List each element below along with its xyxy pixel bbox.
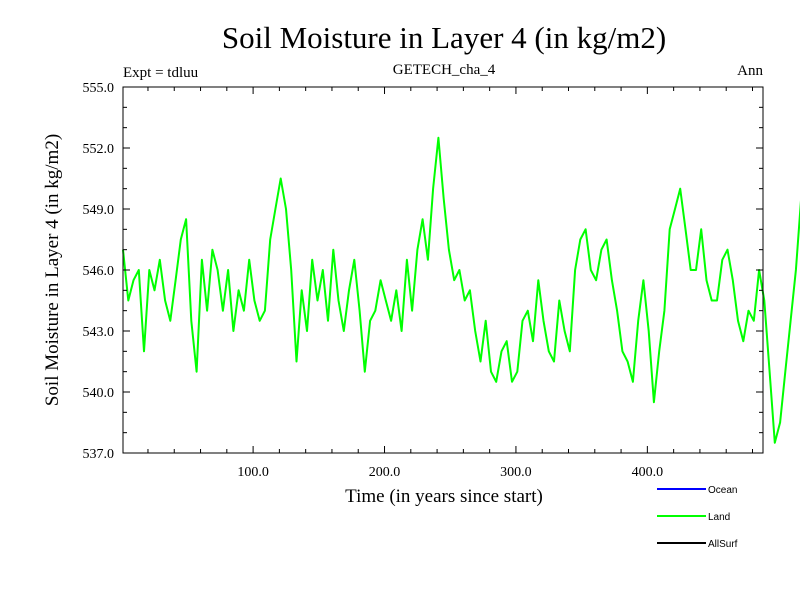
- series-layer: [122, 136, 800, 444]
- legend-label-land: Land: [708, 512, 730, 523]
- x-tick-label: 400.0: [632, 465, 664, 480]
- season-note: Ann: [737, 63, 763, 79]
- chart-title: Soil Moisture in Layer 4 (in kg/m2): [222, 20, 666, 55]
- y-tick-label: 552.0: [83, 142, 115, 157]
- plot-area: 100.0 200.0 300.0 400.0 537.0 540.0 543.0 546.0…: [83, 81, 800, 480]
- y-tick-label: 555.0: [83, 81, 115, 96]
- experiment-note: Expt = tdluu: [123, 65, 199, 81]
- x-tick-label: 300.0: [500, 465, 532, 480]
- y-axis-label: Soil Moisture in Layer 4 (in kg/m2): [42, 134, 63, 406]
- legend: Ocean Land AllSurf: [657, 485, 738, 550]
- legend-label-ocean: Ocean: [708, 485, 737, 496]
- y-tick-label: 537.0: [83, 447, 115, 462]
- series-line-land: [122, 136, 800, 444]
- chart-subtitle: GETECH_cha_4: [393, 62, 496, 78]
- y-tick-label: 549.0: [83, 203, 115, 218]
- y-tick-label: 543.0: [83, 325, 115, 340]
- x-tick-label: 200.0: [369, 465, 401, 480]
- x-tick-label: 100.0: [237, 465, 269, 480]
- legend-label-allsurf: AllSurf: [708, 539, 738, 550]
- tick-layer: 100.0 200.0 300.0 400.0 537.0 540.0 543.0 546.0…: [83, 81, 763, 480]
- y-tick-label: 540.0: [83, 386, 115, 401]
- y-tick-label: 546.0: [83, 264, 115, 279]
- x-axis-label: Time (in years since start): [345, 486, 543, 507]
